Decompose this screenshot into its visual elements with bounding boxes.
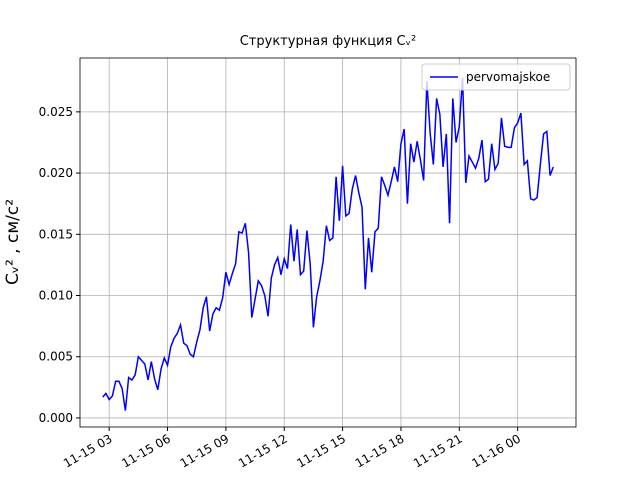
y-tick-label: 0.015 <box>39 227 73 241</box>
x-tick-label: 11-16 00 <box>469 431 523 470</box>
x-tick-label: 11-15 21 <box>411 431 465 470</box>
legend-box <box>421 63 571 91</box>
x-tick-label: 11-15 15 <box>294 431 348 470</box>
x-tick-label: 11-15 03 <box>61 431 115 470</box>
y-tick-label: 0.000 <box>39 411 73 425</box>
chart-title: Структурная функция Cᵥ² <box>240 34 417 49</box>
data-line <box>102 77 555 411</box>
y-axis-label: Cᵥ² , см/с² <box>3 199 23 285</box>
x-tick-label: 11-15 18 <box>353 431 407 470</box>
y-tick-label: 0.005 <box>39 350 73 364</box>
x-tick-label: 11-15 12 <box>236 431 290 470</box>
legend-label: pervomajskoe <box>466 70 550 84</box>
plot-frame <box>79 57 577 428</box>
y-tick-label: 0.025 <box>39 105 73 119</box>
y-tick-label: 0.010 <box>39 289 73 303</box>
x-tick-label: 11-15 06 <box>119 431 173 470</box>
y-tick-label: 0.020 <box>39 166 73 180</box>
x-tick-label: 11-15 09 <box>178 431 232 470</box>
